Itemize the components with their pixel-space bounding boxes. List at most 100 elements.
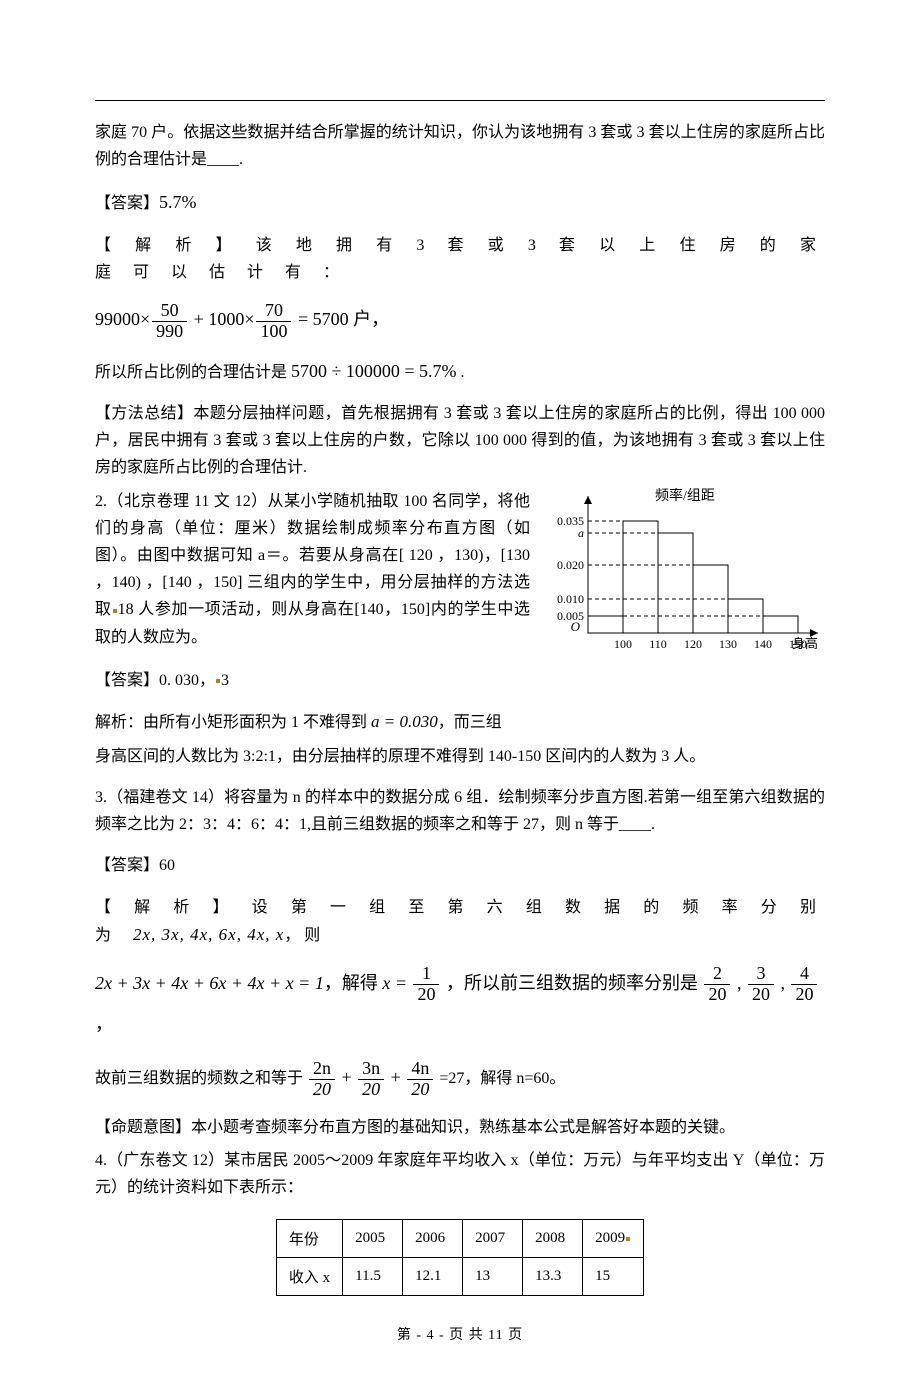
s2n: 3n bbox=[358, 1059, 384, 1080]
q2-answer: 【答案】0. 030， 3 bbox=[95, 667, 825, 694]
p1: + bbox=[337, 1067, 356, 1087]
q2-answer-value2: 3 bbox=[221, 672, 229, 689]
td-5: 15 bbox=[583, 1258, 644, 1296]
q2-expl-line1: 解析：由所有小矩形面积为 1 不难得到 a = 0.030，而三组 bbox=[95, 708, 825, 737]
q3-eq-lhs: 2x + 3x + 4x + 6x + 4x + x = 1 bbox=[95, 973, 324, 993]
f3n: 4 bbox=[791, 964, 817, 985]
frac1-den: 990 bbox=[152, 322, 187, 342]
q2-stem-b: 人参加一项活动，则从身高在[140，150]内的学生中选取的人数应为。 bbox=[95, 601, 530, 645]
th-1: 2005 bbox=[343, 1220, 403, 1258]
s1nv: 2n bbox=[313, 1058, 331, 1078]
q3-line2-tail: =27，解得 n=60。 bbox=[435, 1070, 565, 1087]
s1: 2n20 bbox=[309, 1059, 335, 1100]
q3-stem: 3.（福建卷文 14）将容量为 n 的样本中的数据分成 6 组．绘制频率分步直方… bbox=[95, 784, 825, 838]
f1n: 2 bbox=[704, 964, 730, 985]
th-5-txt: 2009 bbox=[595, 1230, 625, 1246]
s3d: 20 bbox=[407, 1080, 433, 1100]
origin-O: O bbox=[571, 619, 581, 634]
page-footer: 第 - 4 - 页 共 11 页 bbox=[95, 1324, 825, 1344]
s2: 3n20 bbox=[358, 1059, 384, 1100]
q2-expl-line2: 身高区间的人数比为 3:2:1，由分层抽样的原理不难得到 140-150 区间内… bbox=[95, 743, 825, 770]
td-2: 12.1 bbox=[403, 1258, 463, 1296]
c3: ， bbox=[95, 1014, 113, 1034]
q4-table: 年份 2005 2006 2007 2008 2009 收入 x 11.5 12… bbox=[276, 1219, 644, 1296]
q1-stem-cont: 家庭 70 户。依据这些数据并结合所掌握的统计知识，你认为该地拥有 3 套或 3… bbox=[95, 119, 825, 173]
yt-0020: 0.020 bbox=[557, 558, 584, 572]
th-0: 年份 bbox=[276, 1220, 342, 1258]
q3-line2: 故前三组数据的频数之和等于 2n20 + 3n20 + 4n20 =27，解得 … bbox=[95, 1058, 825, 1099]
q2-block: 0.035 a 0.020 0.010 0.005 O 100 110 120 … bbox=[95, 488, 825, 743]
f2: 320 bbox=[748, 964, 774, 1005]
table-row-header: 年份 2005 2006 2007 2008 2009 bbox=[276, 1220, 643, 1258]
q1-method: 【方法总结】本题分层抽样问题，首先根据拥有 3 套或 3 套以上住房的家庭所占的… bbox=[95, 400, 825, 482]
f3d: 20 bbox=[791, 985, 817, 1005]
q2-stem-mark: 18 bbox=[118, 601, 134, 618]
q1-answer-value: 5.7% bbox=[159, 192, 197, 212]
c2: , bbox=[776, 973, 790, 993]
s1n: 2n bbox=[309, 1059, 335, 1080]
s1d: 20 bbox=[309, 1080, 335, 1100]
q2-stem-a: 2.（北京卷理 11 文 12）从某小学随机抽取 100 名同学，将他们的身高（… bbox=[95, 493, 530, 619]
f-a: 99000 bbox=[95, 309, 140, 329]
answer-label: 【答案】 bbox=[95, 857, 159, 874]
frac2-num: 70 bbox=[256, 301, 291, 322]
f2n: 3 bbox=[748, 964, 774, 985]
q3-intent: 【命题意图】本小题考查频率分布直方图的基础知识，熟练基本公式是解答好本题的关键。 bbox=[95, 1114, 825, 1141]
th-2: 2006 bbox=[403, 1220, 463, 1258]
times2: × bbox=[244, 309, 254, 329]
q1-answer: 【答案】5.7% bbox=[95, 187, 825, 218]
frac2-den: 100 bbox=[256, 322, 291, 342]
ylabel: 频率/组距 bbox=[655, 488, 715, 504]
td-3: 13 bbox=[463, 1258, 523, 1296]
f-tail: 户， bbox=[349, 309, 390, 329]
q3-answer: 【答案】60 bbox=[95, 852, 825, 879]
x-frac: 120 bbox=[413, 964, 439, 1005]
mid1: ，解得 bbox=[324, 973, 383, 993]
plus: + bbox=[189, 309, 208, 329]
f-b: 1000 bbox=[208, 309, 244, 329]
s3nv: 4n bbox=[411, 1058, 429, 1078]
f1d: 20 bbox=[704, 985, 730, 1005]
q2-answer-value: 0. 030， bbox=[159, 672, 215, 689]
s3n: 4n bbox=[407, 1059, 433, 1080]
yt-a: a bbox=[578, 526, 584, 540]
q1-line2: 所以所占比例的合理估计是 5700 ÷ 100000 = 5.7% . bbox=[95, 356, 825, 387]
answer-label: 【答案】 bbox=[95, 672, 159, 689]
yt-0010: 0.010 bbox=[557, 592, 584, 606]
table-row-1: 收入 x 11.5 12.1 13 13.3 15 bbox=[276, 1258, 643, 1296]
times1: × bbox=[140, 309, 150, 329]
top-rule bbox=[95, 100, 825, 101]
expl-label: 【 解 析 】 bbox=[95, 899, 238, 916]
f1: 220 bbox=[704, 964, 730, 1005]
mid2: ，所以前三组数据的频率分别是 bbox=[441, 973, 702, 993]
page-root: 家庭 70 户。依据这些数据并结合所掌握的统计知识，你认为该地拥有 3 套或 3… bbox=[0, 0, 920, 1384]
f2d: 20 bbox=[748, 985, 774, 1005]
th-5: 2009 bbox=[583, 1220, 644, 1258]
xf-num: 1 bbox=[413, 964, 439, 985]
q2-expl-eq: a = 0.030 bbox=[371, 712, 438, 731]
q3-explanation-head: 【 解 析 】 设 第 一 组 至 第 六 组 数 据 的 频 率 分 别 为 … bbox=[95, 894, 825, 950]
answer-label: 【答案】 bbox=[95, 195, 159, 212]
s3: 4n20 bbox=[407, 1059, 433, 1100]
frac1-num: 50 bbox=[152, 301, 187, 322]
q1-line2-expr: 5700 ÷ 100000 = 5.7% bbox=[291, 361, 457, 381]
q2-expl-mid: ，而三组 bbox=[438, 714, 502, 731]
frac1: 50990 bbox=[152, 301, 187, 342]
x-eq-pre: x = bbox=[382, 973, 411, 993]
td-4: 13.3 bbox=[523, 1258, 583, 1296]
p2: + bbox=[386, 1067, 405, 1087]
xf-den: 20 bbox=[413, 985, 439, 1005]
xt-110: 110 bbox=[649, 637, 667, 651]
histogram-chart: 0.035 a 0.020 0.010 0.005 O 100 110 120 … bbox=[540, 488, 825, 653]
xt-130: 130 bbox=[719, 637, 737, 651]
marker-icon bbox=[216, 679, 220, 683]
q3-line2-pre: 故前三组数据的频数之和等于 bbox=[95, 1070, 307, 1087]
xlabel: 身高 bbox=[792, 636, 818, 651]
f3: 420 bbox=[791, 964, 817, 1005]
q3-line1: 2x + 3x + 4x + 6x + 4x + x = 1，解得 x = 12… bbox=[95, 964, 825, 1045]
q2-expl-pre: 解析：由所有小矩形面积为 1 不难得到 bbox=[95, 714, 371, 731]
q1-formula: 99000×50990 + 1000×70100 = 5700 户， bbox=[95, 300, 825, 341]
q1-explanation-head: 【 解 析 】 该 地 拥 有 3 套 或 3 套 以 上 住 房 的 家 庭 … bbox=[95, 232, 825, 286]
marker-icon bbox=[626, 1237, 630, 1241]
q3-expl-tail: ， 则 bbox=[284, 927, 320, 944]
